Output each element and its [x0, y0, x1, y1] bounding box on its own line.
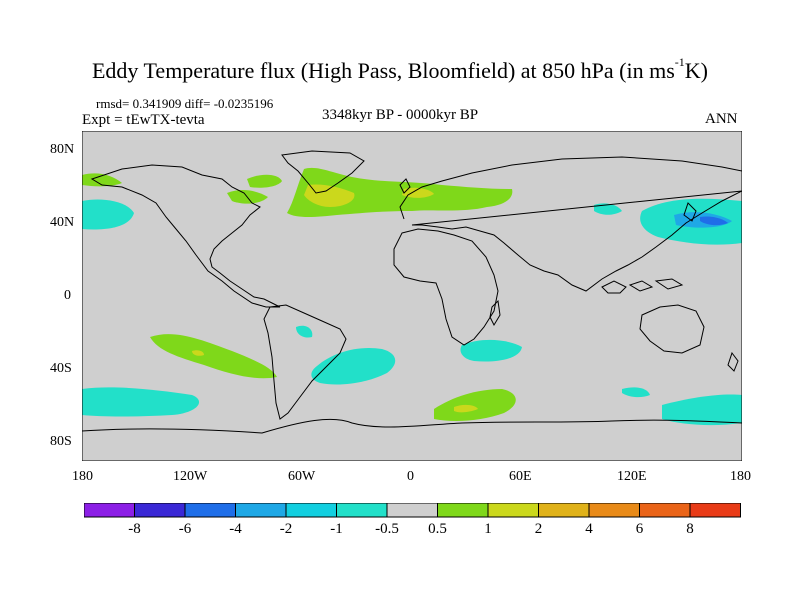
- africa-coast: [393, 228, 499, 346]
- south-pacific-yellow-patch: [192, 350, 204, 356]
- colorbar: [84, 503, 741, 518]
- lon-label-180e: 180: [730, 469, 751, 484]
- experiment-label: Expt = tEwTX-tevta: [82, 112, 205, 128]
- lon-label-180w: 180: [72, 469, 93, 484]
- lat-label-80n: 80N: [50, 142, 75, 157]
- colorbar-box: [588, 503, 640, 518]
- lon-label-120w: 120W: [173, 469, 208, 484]
- colorbar-box: [386, 503, 438, 518]
- lat-label-equator: 0: [64, 288, 71, 303]
- colorbar-box: [487, 503, 539, 518]
- colorbar-box: [336, 503, 388, 518]
- north-atlantic-yellow-patch: [304, 184, 355, 207]
- south-pacific-green-patch: [150, 334, 277, 379]
- north-america-coast: [90, 164, 281, 308]
- lon-label-60w: 60W: [288, 469, 316, 484]
- colorbar-box: [437, 503, 489, 518]
- colorbar-label: 2: [534, 521, 543, 537]
- lon-label-120e: 120E: [617, 469, 647, 484]
- south-pacific-west-cyan-patch: [622, 387, 650, 398]
- colorbar-label: -2: [279, 521, 293, 537]
- scandinavia-yellow-patch: [402, 187, 434, 198]
- lat-label-40s: 40S: [50, 361, 72, 376]
- south-atlantic-yellow-patch: [454, 404, 478, 413]
- map-plot: [82, 131, 742, 461]
- lat-label-40n: 40N: [50, 215, 75, 230]
- south-pacific-cyan-patch: [82, 387, 200, 417]
- southern-ocean-east-cyan-patch: [662, 394, 742, 426]
- coastlines: [82, 150, 742, 434]
- colorbar-box: [689, 503, 741, 518]
- madagascar-coast: [489, 299, 501, 327]
- colorbar-label: -0.5: [375, 521, 399, 537]
- colorbar-label: 4: [585, 521, 593, 537]
- andes-cyan-patch: [296, 325, 313, 338]
- eurasia-coast: [399, 156, 742, 292]
- australia-coast: [639, 304, 705, 354]
- colorbar-box: [285, 503, 337, 518]
- north-pacific-west-cyan-patch: [82, 199, 134, 230]
- north-pacific-green-patch: [82, 173, 122, 187]
- south-atlantic-green-patch: [434, 389, 516, 421]
- colorbar-box: [639, 503, 691, 518]
- colorbar-box: [134, 503, 186, 518]
- colorbar-label: 1: [484, 521, 492, 537]
- southwest-atlantic-cyan-patch: [311, 347, 396, 385]
- map-title: Eddy Temperature flux (High Pass, Bloomf…: [91, 54, 708, 83]
- uk-coast: [399, 178, 411, 194]
- south-america-coast: [263, 304, 347, 420]
- period-label: 3348kyr BP - 0000kyr BP: [322, 107, 479, 123]
- north-atlantic-cyan-patch: [594, 203, 622, 215]
- new-zealand-coast: [727, 351, 739, 372]
- lon-label-0: 0: [407, 469, 414, 484]
- greenland-green-patch: [247, 174, 282, 188]
- colorbar-label: 8: [686, 521, 694, 537]
- stats-label: rmsd= 0.341909 diff= -0.0235196: [96, 96, 274, 111]
- colorbar-label: -4: [229, 521, 242, 537]
- colorbar-label: 0.5: [428, 521, 447, 537]
- colorbar-box: [84, 503, 135, 518]
- colorbar-label: -6: [178, 521, 192, 537]
- antarctica-coast: [82, 418, 742, 434]
- season-label: ANN: [705, 111, 738, 127]
- colorbar-box: [538, 503, 590, 518]
- japan-coast: [683, 202, 697, 222]
- lat-label-80s: 80S: [50, 434, 72, 449]
- colorbar-box: [184, 503, 236, 518]
- greenland-coast: [281, 150, 365, 194]
- colorbar-box: [235, 503, 287, 518]
- south-indian-cyan-patch: [460, 339, 522, 362]
- colorbar-label: 6: [635, 521, 644, 537]
- lon-label-60e: 60E: [509, 469, 532, 484]
- colorbar-label: -8: [128, 521, 141, 537]
- japan-deep-blue-patch: [700, 216, 728, 226]
- colorbar-label: -1: [330, 521, 343, 537]
- maritime-continent-coast: [601, 278, 684, 294]
